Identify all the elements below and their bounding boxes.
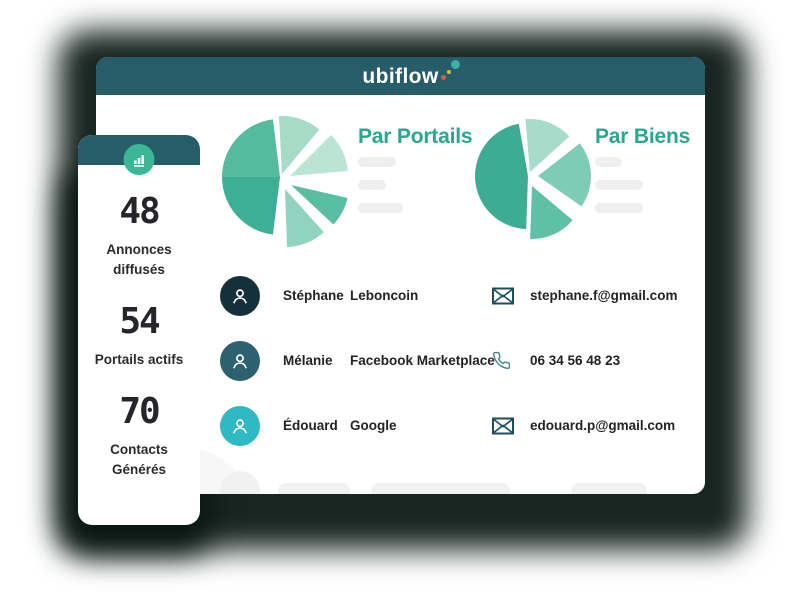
- placeholder-bar: [371, 482, 510, 494]
- person-icon: [233, 353, 247, 368]
- contact-value: 06 34 56 48 23: [530, 353, 621, 368]
- avatar-placeholder: [220, 470, 260, 494]
- stat-value: 70: [119, 391, 160, 432]
- contact-row[interactable]: Édouard Google edouard.p@gmail.com: [220, 393, 705, 458]
- window-header-bar: ubiflow: [96, 57, 705, 95]
- contact-portal: Leboncoin: [350, 288, 419, 303]
- stat-value: 48: [119, 191, 160, 232]
- contact-value: edouard.p@gmail.com: [530, 418, 676, 433]
- pie-chart-par-portails: [222, 116, 348, 247]
- legend-placeholder-bar: [595, 203, 643, 213]
- legend-placeholder-bar: [358, 157, 396, 167]
- pie-slice: [222, 177, 280, 235]
- contact-method-icon-cell: [492, 417, 522, 435]
- pie-slice: [290, 134, 348, 176]
- avatar[interactable]: [220, 405, 260, 446]
- pie-slice: [475, 123, 528, 229]
- legend-placeholder-bar: [595, 157, 622, 167]
- email-icon: [492, 287, 514, 304]
- avatar[interactable]: [220, 340, 260, 381]
- contact-name: Stéphane: [283, 288, 344, 303]
- pie-slice: [525, 118, 570, 172]
- pie-slice: [538, 143, 592, 207]
- contact-method-icon-cell: [492, 351, 522, 370]
- stat-label: Annonces diffusés: [106, 242, 172, 277]
- legend-placeholder-bar: [358, 180, 386, 190]
- logo-text: ubiflow: [362, 64, 439, 88]
- stat-label: Portails actifs: [94, 352, 184, 367]
- contact-method-icon-cell: [492, 287, 522, 305]
- stat-portails: 54 Portails actifs: [78, 302, 200, 370]
- legend-placeholder-bar: [595, 180, 643, 190]
- contact-value: stephane.f@gmail.com: [530, 288, 678, 303]
- placeholder-bar: [278, 482, 350, 494]
- logo-dot-coral-icon: [440, 74, 446, 80]
- chart-title-par-biens: Par Biens: [595, 125, 691, 148]
- legend-placeholder-bar: [358, 203, 403, 213]
- stat-contacts: 70 Contacts Générés: [78, 392, 200, 480]
- stat-label: Contacts Générés: [110, 442, 168, 477]
- pie-slice: [222, 119, 280, 177]
- bar-chart-icon: [133, 154, 144, 167]
- stats-badge: [123, 144, 155, 175]
- person-icon: [233, 288, 247, 303]
- contact-row[interactable]: Mélanie Facebook Marketplace 06 34 56 48 …: [220, 328, 705, 393]
- contact-name: Édouard: [283, 418, 338, 433]
- contact-name: Mélanie: [283, 353, 333, 368]
- contact-portal: Facebook Marketplace: [350, 353, 495, 368]
- stats-list: 48 Annonces diffusés 54 Portails actifs …: [78, 135, 200, 502]
- stat-value: 54: [119, 301, 160, 342]
- contact-row-placeholder: [220, 458, 705, 494]
- phone-icon: [493, 351, 511, 370]
- stat-annonces: 48 Annonces diffusés: [78, 192, 200, 280]
- logo-dot-teal-icon: [450, 59, 460, 69]
- pie-chart-par-biens: [475, 118, 592, 240]
- contact-row[interactable]: Stéphane Leboncoin stephane.f@gmail.com: [220, 263, 705, 328]
- logo-dot-yellow-icon: [446, 69, 451, 74]
- stats-card: 48 Annonces diffusés 54 Portails actifs …: [78, 135, 200, 525]
- placeholder-bar: [571, 482, 647, 494]
- pie-slice: [285, 189, 324, 247]
- contact-portal: Google: [350, 418, 397, 433]
- person-icon: [233, 418, 247, 433]
- contact-list: Stéphane Leboncoin stephane.f@gmail.com M…: [220, 263, 705, 494]
- chart-title-par-portails: Par Portails: [358, 125, 473, 148]
- ubiflow-logo: ubiflow: [362, 59, 460, 88]
- pie-slice: [291, 185, 348, 225]
- pie-slice: [530, 186, 573, 240]
- avatar[interactable]: [220, 275, 260, 316]
- email-icon: [492, 417, 514, 434]
- pie-slice: [278, 116, 320, 174]
